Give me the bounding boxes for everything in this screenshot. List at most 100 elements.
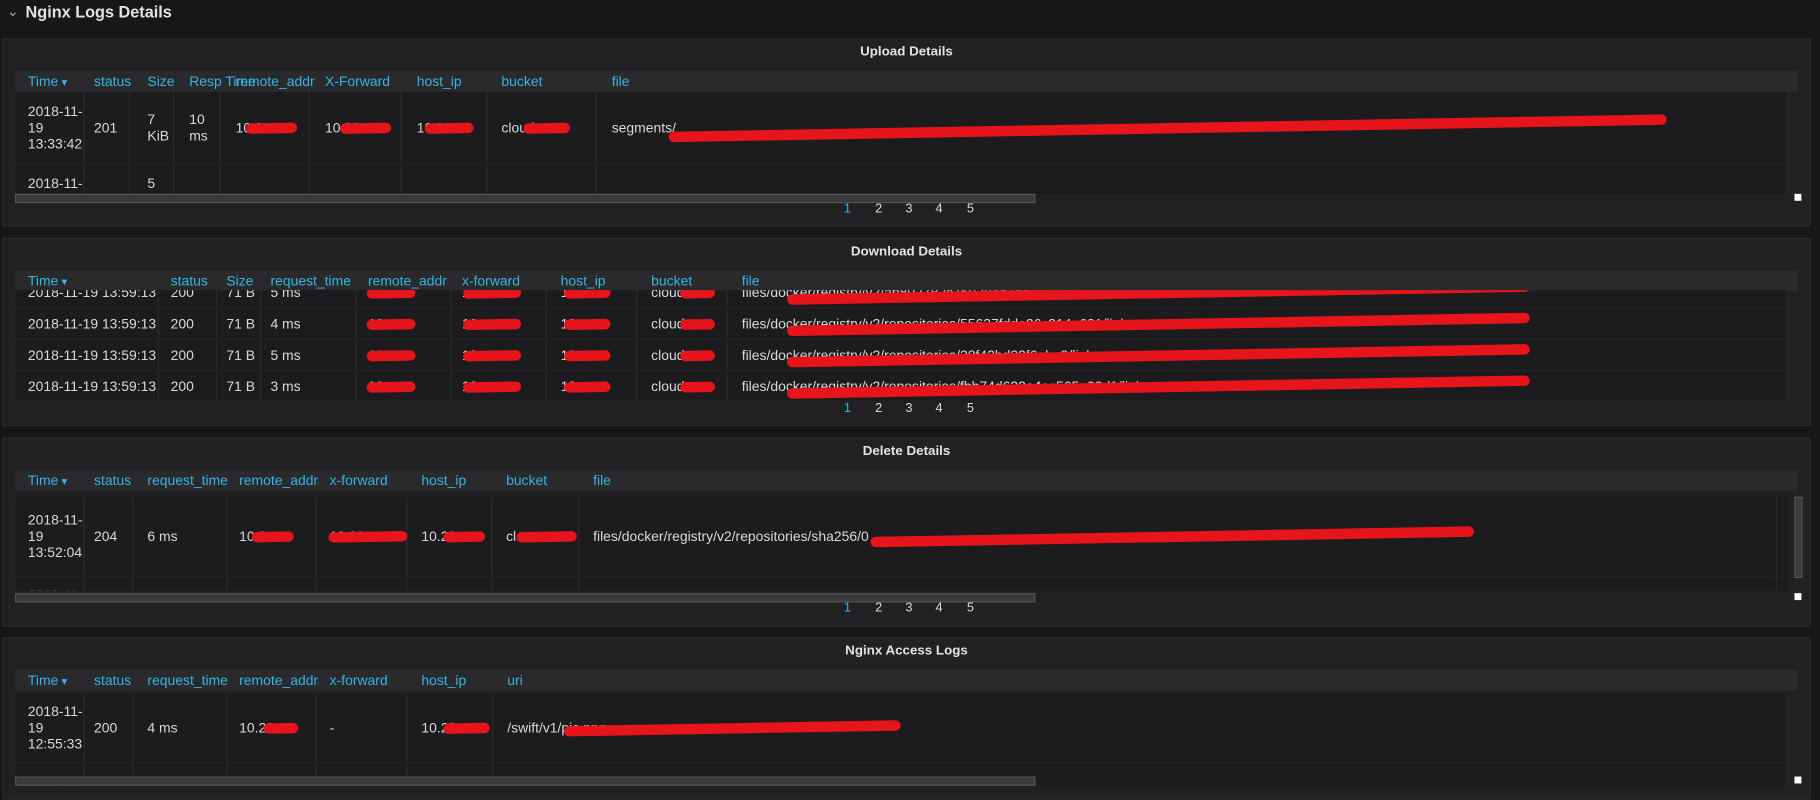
collapse-icon[interactable]: ⌄ [6, 3, 19, 20]
column-header[interactable]: file [741, 272, 760, 290]
cell-text: 200 [170, 346, 194, 363]
page-number[interactable]: 2 [875, 201, 883, 216]
column-header[interactable]: file [611, 73, 630, 90]
table-cell [81, 165, 130, 194]
panel-title: Download Details [850, 244, 963, 259]
column-header[interactable]: remote_addr [367, 272, 447, 290]
column-header[interactable]: Size [226, 272, 254, 290]
cell-text: 6 ms [147, 528, 178, 545]
page-number[interactable]: 2 [875, 601, 883, 616]
table-cell: 2018-11-19 13:33:42 [15, 91, 85, 164]
redaction [463, 349, 522, 361]
cell-text: 2018-11-19 13:59:13 [27, 377, 157, 395]
column-header[interactable]: status [94, 672, 132, 689]
table-cell: 200 [81, 694, 134, 762]
table-cell: 10. [548, 308, 638, 338]
column-header[interactable]: bucket [506, 472, 548, 489]
column-header[interactable]: x-forward [329, 672, 388, 689]
column-header[interactable]: request_time [147, 472, 228, 489]
horizontal-scrollbar[interactable] [15, 776, 1036, 786]
column-header[interactable]: Time [28, 670, 68, 693]
table-cell: 10.28 [226, 694, 317, 762]
page-number[interactable]: 5 [966, 601, 974, 616]
table-cell [580, 578, 1778, 591]
table-cell [135, 763, 228, 786]
table-cell: 201 [81, 91, 130, 164]
table-cell: 10. [449, 290, 547, 307]
column-header[interactable]: host_ip [560, 272, 606, 290]
page-number[interactable]: 1 [843, 601, 851, 616]
table-cell: 71 B [214, 308, 262, 338]
table-cell: /swift/v1/pic.png [494, 694, 1789, 762]
page-number[interactable]: 2 [875, 401, 883, 416]
horizontal-scrollbar[interactable] [15, 593, 1036, 603]
page-number[interactable]: 5 [966, 201, 974, 216]
column-header[interactable]: bucket [651, 272, 693, 290]
table-cell [317, 763, 408, 786]
column-header[interactable]: host_ip [421, 472, 467, 489]
column-header[interactable]: status [170, 272, 208, 290]
column-header[interactable]: Size [147, 73, 175, 90]
column-header[interactable]: remote_addr [239, 472, 319, 489]
column-header[interactable]: status [94, 73, 132, 90]
cell-text: 2018-11- [28, 587, 83, 590]
cell-text: 71 B [226, 290, 255, 301]
column-header[interactable]: request_time [270, 272, 351, 290]
column-header[interactable]: request_time [147, 672, 228, 689]
page-number[interactable]: 3 [905, 601, 913, 616]
vertical-scrollbar[interactable] [1794, 496, 1803, 579]
page-number[interactable]: 3 [905, 201, 913, 216]
table-cell: 200 [158, 290, 218, 307]
cell-text: 5 ms [270, 346, 301, 363]
column-header[interactable]: X-Forward [324, 73, 391, 90]
column-header[interactable]: uri [507, 672, 523, 689]
column-header[interactable]: Time [28, 470, 68, 493]
table-header: Time status Size request_time remote_addr x-f… [15, 270, 1798, 293]
resize-square [1794, 593, 1802, 601]
table-cell: cloud [638, 308, 728, 338]
redaction [870, 526, 1475, 548]
table-cell [409, 578, 493, 591]
page-number[interactable]: 4 [935, 201, 943, 216]
column-header[interactable]: remote_addr [235, 73, 315, 90]
horizontal-scrollbar[interactable] [15, 193, 1036, 204]
cell-text: 2018-11-19 13:52:04 [27, 511, 83, 561]
cell-text: 200 [170, 377, 194, 395]
page-number[interactable]: 5 [966, 401, 974, 416]
column-header[interactable]: bucket [501, 73, 543, 90]
cell-text: 200 [170, 290, 194, 301]
page-number[interactable]: 1 [843, 401, 851, 416]
redaction [366, 290, 416, 299]
column-header[interactable]: Resp Time [189, 73, 256, 90]
table-cell: 2018-11- [15, 165, 85, 194]
redaction [366, 318, 416, 330]
table-cell: 5 ms [258, 340, 357, 370]
table-header: Time status request_time remote_addr x-forwa… [15, 669, 1798, 693]
column-header[interactable]: host_ip [416, 73, 462, 90]
column-header[interactable]: x-forward [329, 472, 388, 489]
column-header[interactable]: host_ip [421, 672, 467, 689]
page-number[interactable]: 1 [843, 201, 851, 216]
column-header[interactable]: Time [28, 270, 68, 293]
page-number[interactable]: 4 [935, 601, 943, 616]
table-cell [223, 165, 310, 194]
table-cell: files/docker/registry/v2/repositories/sh… [580, 496, 1778, 576]
table-cell [409, 763, 494, 786]
column-header[interactable]: file [593, 472, 611, 489]
cell-text: 7 KiB [147, 111, 170, 144]
table-cell: 10. [355, 340, 452, 370]
redaction [564, 720, 901, 737]
column-header[interactable]: x-forward [461, 272, 521, 290]
redaction [424, 122, 474, 134]
column-header[interactable]: Time [28, 71, 68, 94]
page-number[interactable]: 3 [905, 401, 913, 416]
section-title[interactable]: Nginx Logs Details [25, 2, 172, 21]
panel-title: Delete Details [862, 444, 951, 459]
table-cell: 4 ms [258, 308, 357, 338]
cell-text: 2018-11- [27, 175, 83, 192]
column-header[interactable]: status [94, 472, 132, 489]
column-header[interactable]: remote_addr [239, 672, 319, 689]
page-number[interactable]: 4 [935, 401, 943, 416]
